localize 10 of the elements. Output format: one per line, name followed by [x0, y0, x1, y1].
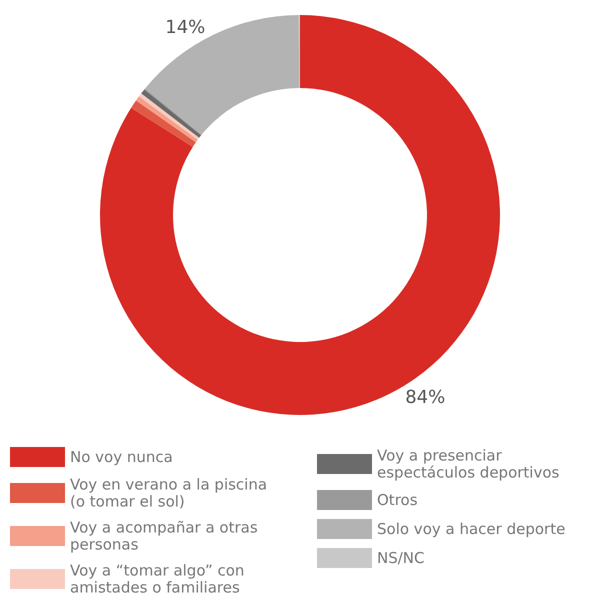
legend-label: Voy en verano a la piscina (o tomar el sol) [70, 476, 272, 510]
data-label: 14% [165, 16, 206, 38]
legend-label: Voy a acompañar a otras personas [70, 518, 262, 554]
legend-label: NS/NC [377, 549, 424, 567]
legend-label: No voy nunca [70, 448, 173, 466]
legend-label: Solo voy a hacer deporte [377, 520, 566, 538]
legend-label: Otros [377, 491, 418, 509]
legend-label: Voy a “tomar algo” con amistades o familiares [70, 562, 250, 596]
data-label: 84% [405, 386, 446, 408]
legend-label: Voy a presenciar espectáculos deportivos [377, 446, 560, 482]
